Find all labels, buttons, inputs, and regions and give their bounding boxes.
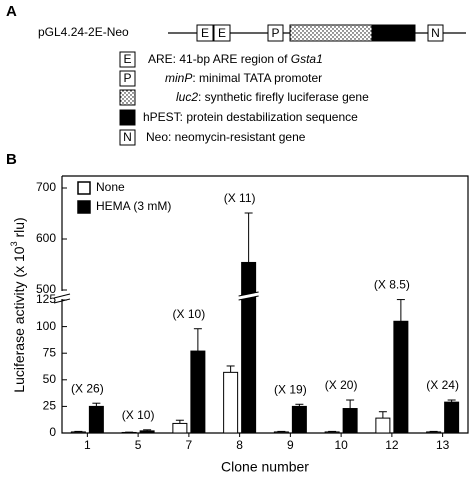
- x-tick-label: 1: [84, 438, 91, 452]
- legend-text: Neo: neomycin-resistant gene: [146, 130, 306, 144]
- y-axis-label: Luciferase activity (x 103 rlu): [9, 217, 26, 392]
- bar: [291, 405, 307, 434]
- element-label: P: [271, 26, 279, 40]
- legend-text: minP: minimal TATA promoter: [165, 71, 322, 85]
- legend-box: [119, 109, 136, 126]
- bar: [324, 431, 340, 434]
- fold-annotation: (X 11): [224, 191, 256, 205]
- y-tick-label: 125: [36, 292, 56, 306]
- fold-annotation: (X 10): [122, 408, 155, 422]
- fold-annotation: (X 10): [173, 307, 206, 321]
- element-label: N: [431, 26, 440, 40]
- construct-name: pGL4.24-2E-Neo: [38, 25, 129, 39]
- bar-break: [238, 292, 259, 300]
- break-mark: [53, 293, 71, 299]
- legend-box: [119, 51, 136, 68]
- bar: [121, 431, 137, 434]
- legend-box: [119, 129, 136, 146]
- break-mark: [238, 291, 259, 297]
- element-box: [213, 24, 231, 42]
- y-tick-label: 50: [43, 372, 57, 386]
- text-part: Gsta1: [291, 52, 323, 66]
- x-tick-label: 13: [436, 438, 450, 452]
- x-axis-label: Clone number: [221, 459, 309, 475]
- element-box: [196, 24, 214, 42]
- panel-label: B: [6, 151, 17, 168]
- fold-annotation: (X 26): [71, 381, 104, 395]
- y-tick-label: 600: [36, 231, 56, 245]
- text-part: ARE: 41-bp ARE region of: [148, 52, 291, 66]
- bar: [139, 430, 155, 434]
- text-part: : minimal TATA promoter: [192, 71, 322, 85]
- bar: [223, 371, 239, 434]
- x-tick-label: 9: [287, 438, 294, 452]
- bar: [241, 261, 257, 434]
- element-box: [267, 24, 284, 42]
- bar: [190, 350, 206, 434]
- element-label: E: [218, 26, 226, 40]
- text-part: 3: [9, 241, 19, 246]
- hpest-box: [371, 24, 416, 42]
- bar: [273, 431, 289, 434]
- legend-label: HEMA (3 mM): [96, 199, 171, 213]
- x-tick-label: 8: [236, 438, 243, 452]
- text-part: : synthetic firefly luciferase gene: [198, 90, 369, 104]
- legend-symbol: N: [123, 130, 132, 144]
- fold-annotation: (X 19): [274, 382, 307, 396]
- bar: [444, 401, 460, 434]
- legend-text: hPEST: protein destabilization sequence: [143, 110, 358, 124]
- legend-symbol: P: [123, 71, 131, 85]
- plot-frame: [61, 175, 469, 434]
- element-label: E: [201, 26, 209, 40]
- fold-annotation: (X 8.5): [374, 278, 410, 292]
- y-tick-label: 75: [43, 345, 57, 359]
- legend-label: None: [96, 180, 125, 194]
- y-tick-label: 25: [43, 399, 57, 413]
- x-tick-label: 5: [135, 438, 142, 452]
- legend-box: [119, 89, 136, 106]
- text-part: rlu): [11, 217, 27, 241]
- fold-annotation: (X 24): [426, 378, 459, 392]
- break-mark: [238, 295, 259, 301]
- bar: [342, 408, 358, 434]
- bar: [70, 431, 86, 434]
- bar: [375, 417, 391, 434]
- axis-break: [56, 291, 68, 299]
- fold-annotation: (X 20): [325, 378, 358, 392]
- y-tick-label: 0: [49, 425, 56, 439]
- bar: [393, 320, 409, 434]
- bar: [172, 422, 188, 434]
- x-tick-label: 10: [334, 438, 348, 452]
- y-tick-label: 500: [36, 282, 56, 296]
- bar: [88, 405, 104, 434]
- break-mark: [53, 298, 71, 304]
- y-tick-label: 700: [36, 180, 56, 194]
- text-part: Luciferase activity (x 10: [11, 246, 27, 392]
- legend-text: ARE: 41-bp ARE region of Gsta1: [148, 52, 323, 66]
- y-tick-label: 100: [36, 319, 56, 333]
- legend-symbol: E: [123, 52, 131, 66]
- panel-label: A: [6, 3, 17, 20]
- text-part: luc2: [176, 90, 198, 104]
- x-tick-label: 7: [186, 438, 193, 452]
- text-part: minP: [165, 71, 192, 85]
- legend-swatch: [77, 181, 91, 195]
- element-box: [427, 24, 444, 42]
- bar: [426, 431, 442, 434]
- luc2-box: [289, 24, 373, 42]
- legend-swatch: [77, 200, 91, 214]
- x-tick-label: 12: [385, 438, 399, 452]
- legend-box: [119, 70, 136, 87]
- legend-text: luc2: synthetic firefly luciferase gene: [176, 90, 369, 104]
